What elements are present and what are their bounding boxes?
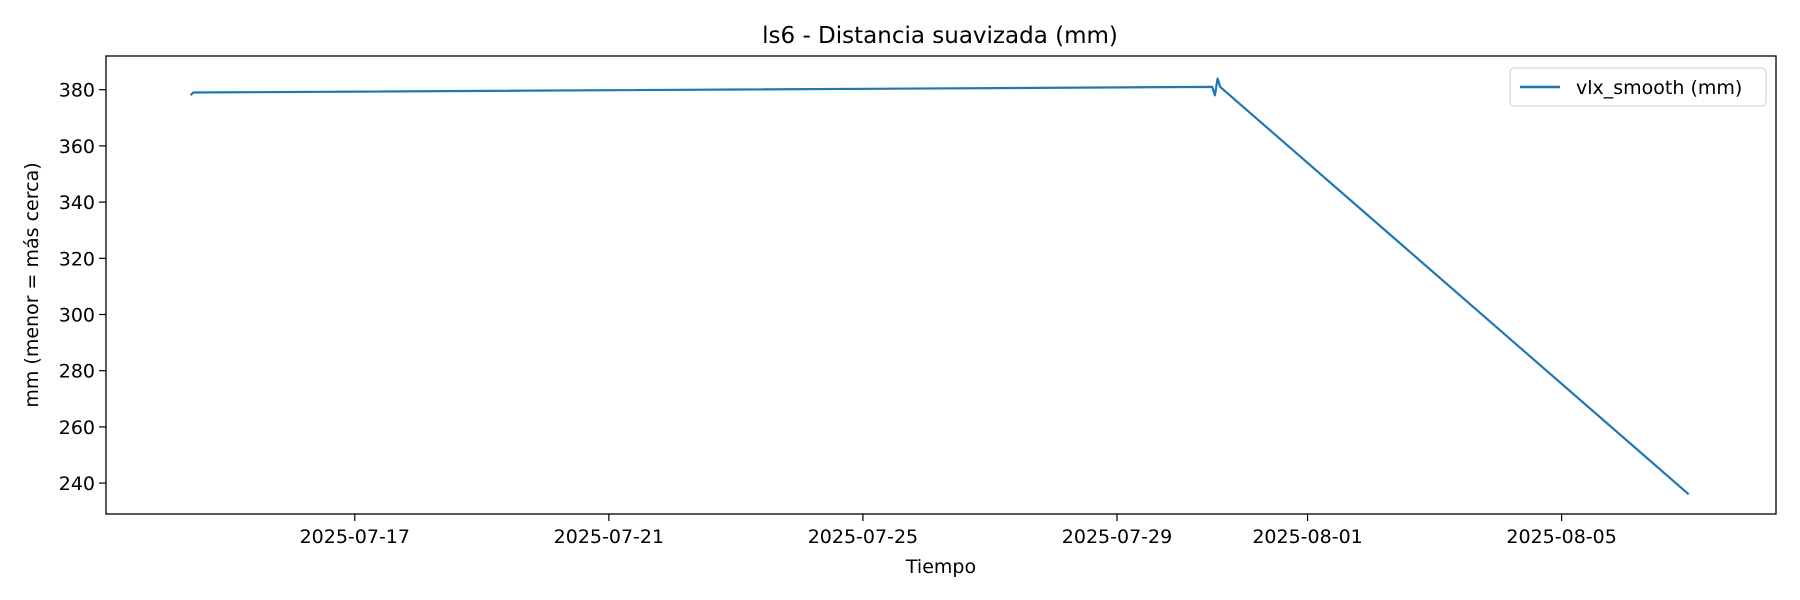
y-tick-label: 320 xyxy=(59,248,95,270)
y-tick-label: 360 xyxy=(59,136,95,158)
series-line xyxy=(189,77,1690,496)
x-tick-label: 2025-07-21 xyxy=(554,526,664,548)
y-tick-label: 300 xyxy=(59,305,95,327)
y-axis: 240 260 280 300 320 340 360 380 xyxy=(59,80,106,495)
series-layer xyxy=(189,77,1690,496)
y-tick-label: 340 xyxy=(59,192,95,214)
plot-area xyxy=(105,55,1777,515)
x-tick-label: 2025-07-17 xyxy=(300,526,410,548)
plot-frame xyxy=(105,55,1777,515)
legend-label: vlx_smooth (mm) xyxy=(1576,77,1742,99)
x-tick-label: 2025-08-05 xyxy=(1506,526,1616,548)
chart-title: ls6 - Distancia suavizada (mm) xyxy=(762,23,1118,49)
x-axis-title: Tiempo xyxy=(905,556,976,578)
x-axis: 2025-07-17 2025-07-21 2025-07-25 2025-07-29… xyxy=(300,514,1617,548)
x-tick-label: 2025-07-29 xyxy=(1062,526,1172,548)
y-tick-label: 260 xyxy=(59,417,95,439)
x-tick-label: 2025-07-25 xyxy=(808,526,918,548)
y-tick-label: 380 xyxy=(59,80,95,102)
legend-box xyxy=(1509,67,1767,107)
y-tick-label: 280 xyxy=(59,361,95,383)
legend: vlx_smooth (mm) xyxy=(1509,67,1767,107)
y-tick-label: 240 xyxy=(59,473,95,495)
y-axis-title: mm (menor = más cerca) xyxy=(21,162,43,407)
x-tick-label: 2025-08-01 xyxy=(1252,526,1362,548)
